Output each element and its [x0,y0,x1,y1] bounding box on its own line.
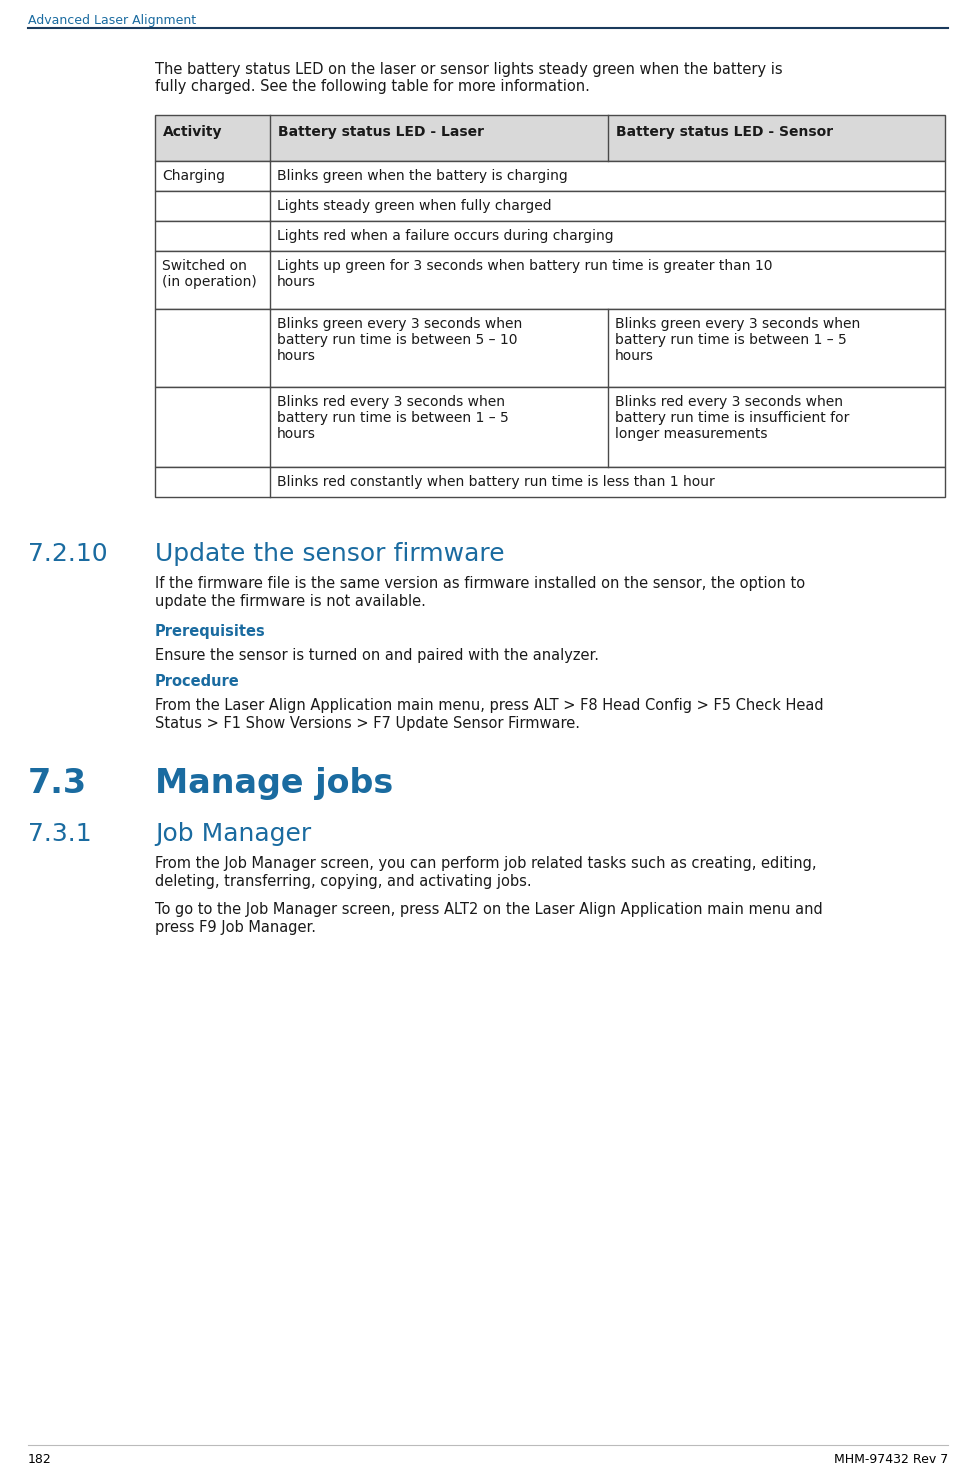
Text: Update the sensor firmware: Update the sensor firmware [155,541,505,566]
Text: Blinks green when the battery is charging: Blinks green when the battery is chargin… [277,169,568,183]
Text: Prerequisites: Prerequisites [155,623,265,640]
Text: 182: 182 [28,1452,52,1466]
Bar [155,310,945,387]
Bar [155,222,945,251]
Text: Ensure the sensor is turned on and paired with the analyzer.: Ensure the sensor is turned on and paire… [155,648,599,663]
Text: Battery status LED - Sensor: Battery status LED - Sensor [616,125,834,139]
Text: 7.3: 7.3 [28,767,87,800]
Bar [155,161,945,191]
Text: 7.3.1: 7.3.1 [28,822,92,846]
Bar [155,387,945,467]
Text: Status > F1 Show Versions > F7 Update Sensor Firmware.: Status > F1 Show Versions > F7 Update Se… [155,716,580,731]
Text: Lights steady green when fully charged: Lights steady green when fully charged [277,200,551,213]
Text: If the firmware file is the same version as firmware installed on the sensor, th: If the firmware file is the same version… [155,577,805,591]
Text: From the Job Manager screen, you can perform job related tasks such as creating,: From the Job Manager screen, you can per… [155,857,817,871]
Text: Job Manager: Job Manager [155,822,311,846]
Text: Advanced Laser Alignment: Advanced Laser Alignment [28,15,196,26]
Text: Charging: Charging [162,169,225,183]
Text: From the Laser Align Application main menu, press ALT > F8 Head Config > F5 Chec: From the Laser Align Application main me… [155,698,824,713]
Text: Blinks green every 3 seconds when
battery run time is between 1 – 5
hours: Blinks green every 3 seconds when batter… [615,317,860,364]
Text: update the firmware is not available.: update the firmware is not available. [155,594,426,609]
Bar [155,191,945,222]
Text: Procedure: Procedure [155,673,240,689]
Text: press F9 Job Manager.: press F9 Job Manager. [155,920,316,934]
Text: Lights up green for 3 seconds when battery run time is greater than 10
hours: Lights up green for 3 seconds when batte… [277,260,772,289]
Text: The battery status LED on the laser or sensor lights steady green when the batte: The battery status LED on the laser or s… [155,62,783,94]
Text: Blinks red every 3 seconds when
battery run time is insufficient for
longer meas: Blinks red every 3 seconds when battery … [615,395,849,442]
Text: MHM-97432 Rev 7: MHM-97432 Rev 7 [834,1452,948,1466]
Text: Battery status LED - Laser: Battery status LED - Laser [278,125,484,139]
Bar [155,251,945,310]
Text: Activity: Activity [163,125,223,139]
Text: Switched on
(in operation): Switched on (in operation) [162,260,257,289]
Text: Blinks green every 3 seconds when
battery run time is between 5 – 10
hours: Blinks green every 3 seconds when batter… [277,317,522,364]
Text: Manage jobs: Manage jobs [155,767,393,800]
Bar [155,467,945,497]
Bar [155,114,945,161]
Text: deleting, transferring, copying, and activating jobs.: deleting, transferring, copying, and act… [155,874,532,889]
Text: 7.2.10: 7.2.10 [28,541,107,566]
Text: Lights red when a failure occurs during charging: Lights red when a failure occurs during … [277,229,614,244]
Text: Blinks red constantly when battery run time is less than 1 hour: Blinks red constantly when battery run t… [277,475,714,489]
Text: Blinks red every 3 seconds when
battery run time is between 1 – 5
hours: Blinks red every 3 seconds when battery … [277,395,508,442]
Text: To go to the Job Manager screen, press ALT2 on the Laser Align Application main : To go to the Job Manager screen, press A… [155,902,823,917]
